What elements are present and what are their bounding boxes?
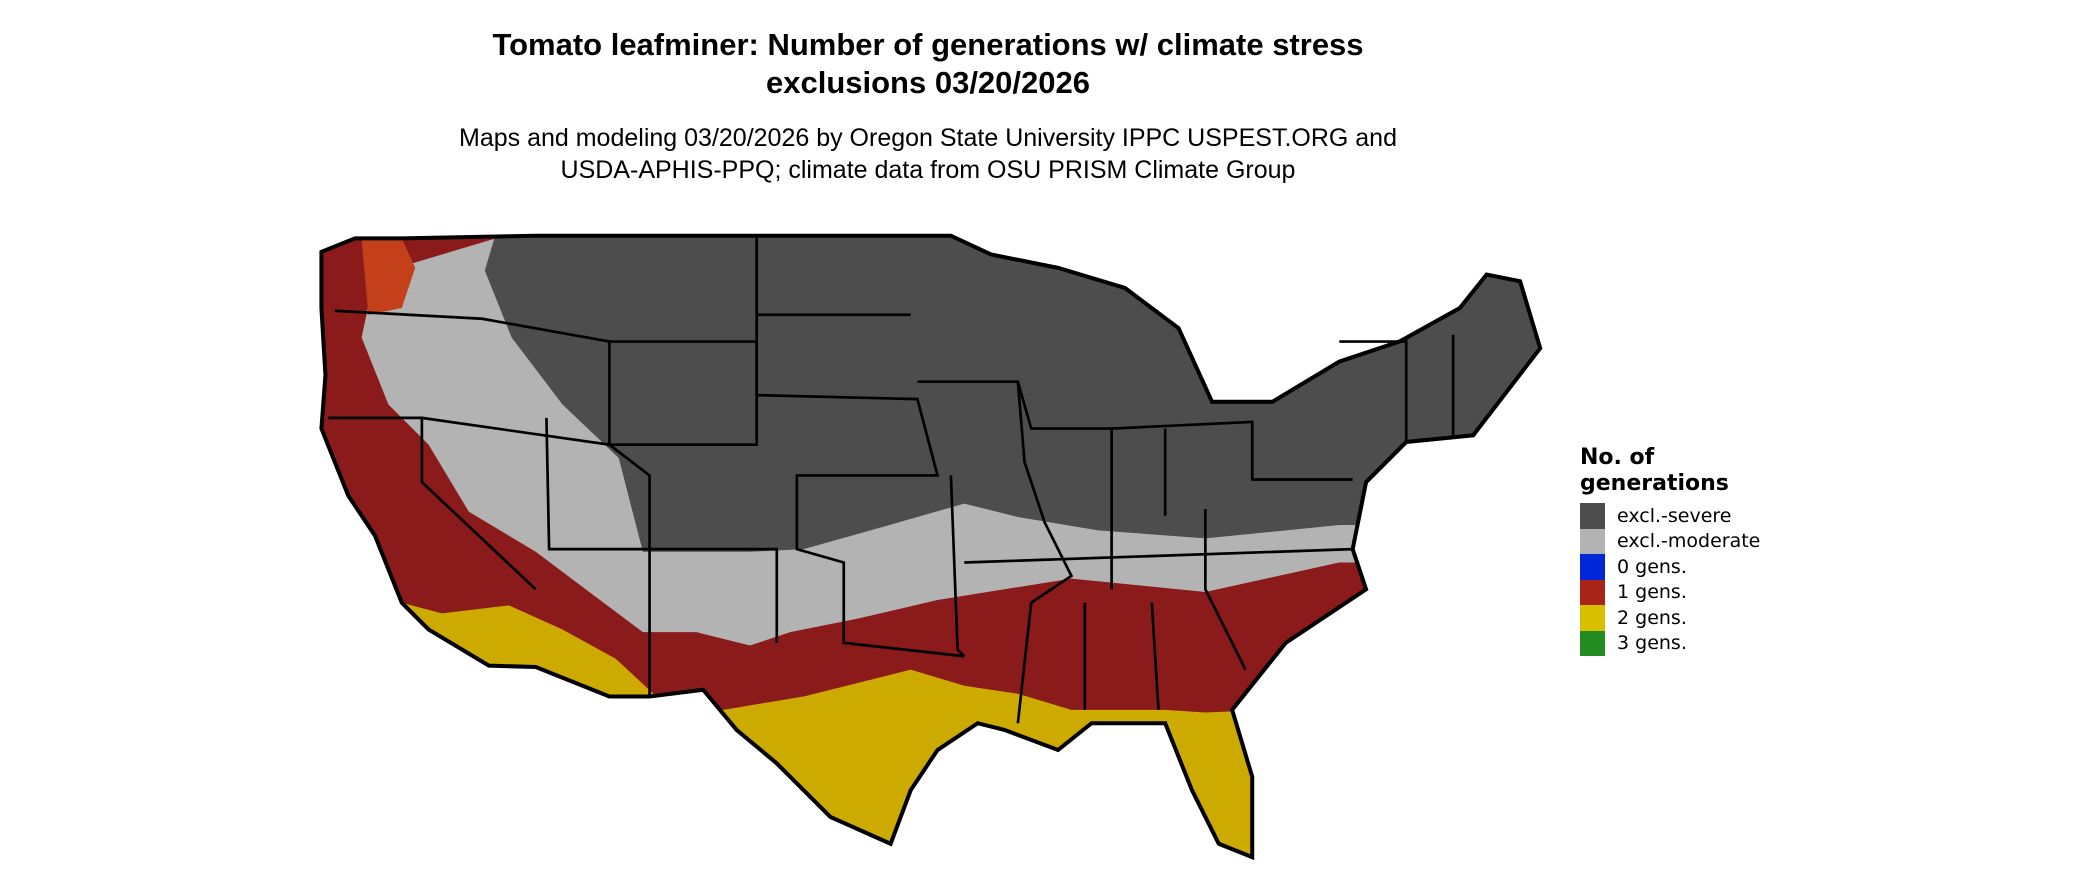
- title-line-2: exclusions 03/20/2026: [765, 65, 1090, 100]
- legend-item: excl.-severe: [1580, 503, 1760, 529]
- legend-label: 3 gens.: [1617, 632, 1687, 655]
- legend-swatch: [1580, 630, 1605, 656]
- legend-title-line-2: generations: [1580, 471, 1729, 496]
- zone-1-gens-nw: [361, 238, 416, 315]
- legend-swatch: [1580, 605, 1605, 631]
- legend-item: 1 gens.: [1580, 579, 1760, 605]
- legend-swatch: [1580, 503, 1605, 529]
- legend-item: excl.-moderate: [1580, 528, 1761, 554]
- map-subtitle: Maps and modeling 03/20/2026 by Oregon S…: [0, 122, 1856, 186]
- legend-swatch: [1580, 579, 1605, 605]
- legend-swatch: [1580, 528, 1605, 554]
- legend-item: 2 gens.: [1580, 605, 1760, 631]
- legend: No. of generations excl.-severe excl.-mod…: [1580, 445, 1760, 656]
- state-borders: [328, 235, 1455, 724]
- zone-excl-severe: [484, 235, 1541, 552]
- legend-title-line-1: No. of: [1580, 445, 1655, 470]
- legend-label: excl.-severe: [1617, 504, 1732, 527]
- legend-label: 0 gens.: [1617, 555, 1687, 578]
- subtitle-line-1: Maps and modeling 03/20/2026 by Oregon S…: [459, 124, 1397, 152]
- legend-swatch: [1580, 554, 1605, 580]
- legend-rows: excl.-severe excl.-moderate 0 gens. 1 gens.…: [1580, 503, 1760, 656]
- legend-item: 0 gens.: [1580, 554, 1760, 580]
- legend-label: excl.-moderate: [1617, 530, 1761, 553]
- title-line-1: Tomato leafminer: Number of generations …: [492, 27, 1364, 62]
- legend-label: 1 gens.: [1617, 581, 1687, 604]
- subtitle-line-2: USDA-APHIS-PPQ; climate data from OSU PR…: [560, 156, 1296, 184]
- legend-label: 2 gens.: [1617, 606, 1687, 629]
- legend-title: No. of generations: [1580, 445, 1760, 497]
- legend-item: 3 gens.: [1580, 630, 1760, 656]
- map-title: Tomato leafminer: Number of generations …: [0, 26, 1856, 102]
